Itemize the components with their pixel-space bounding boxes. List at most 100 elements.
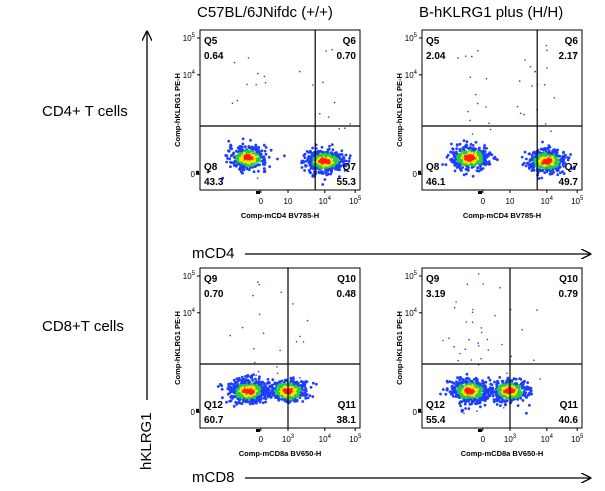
- event-dot: [488, 393, 492, 397]
- event-dot: [514, 391, 517, 395]
- event-dot: [238, 395, 242, 399]
- quadrant-name: Q8: [204, 162, 218, 173]
- event-dot: [469, 149, 472, 152]
- plot-cd4-humanized: Q5 2.04 Q6 2.17 Q8 46.1 Q7 49.7 0 10 104 105 0 104 105…: [395, 29, 584, 220]
- event-dot: [478, 386, 482, 390]
- event-dot: [460, 393, 464, 397]
- x-axis-label: Comp-mCD4 BV785-H: [463, 211, 541, 220]
- event-dot: [564, 153, 567, 157]
- event-dot: [238, 392, 242, 396]
- event-dot: [541, 152, 545, 156]
- event-dot: [325, 166, 329, 170]
- event-dot: [479, 155, 482, 159]
- event-dot: [262, 163, 265, 166]
- event-dot: [553, 97, 556, 99]
- event-dot: [454, 158, 457, 161]
- event-dot: [249, 382, 253, 386]
- event-dot: [230, 387, 234, 391]
- event-dot: [253, 160, 256, 163]
- event-dot: [318, 160, 322, 163]
- event-dot: [240, 375, 244, 379]
- event-dot: [476, 158, 480, 161]
- event-dot: [496, 158, 499, 162]
- event-dot: [482, 385, 486, 388]
- event-dot: [490, 391, 494, 395]
- event-dot: [258, 313, 261, 316]
- event-dot: [455, 150, 458, 154]
- event-dot: [477, 273, 480, 275]
- event-dot: [475, 379, 479, 383]
- event-dot: [512, 389, 515, 393]
- event-dot: [468, 395, 472, 399]
- event-dot: [445, 387, 449, 390]
- event-dot: [311, 84, 314, 86]
- event-dot: [248, 156, 252, 160]
- x-axis-word-bottom: mCD8: [192, 469, 235, 486]
- event-dot: [459, 400, 463, 404]
- event-dot: [227, 382, 230, 386]
- event-dot: [471, 385, 475, 389]
- event-dot: [444, 392, 448, 396]
- event-dot: [231, 389, 235, 393]
- x-tick-exponent: 3: [513, 434, 517, 440]
- event-dot: [248, 396, 252, 400]
- event-dot: [464, 150, 468, 154]
- event-dot: [464, 157, 467, 161]
- event-dot: [462, 173, 466, 177]
- y-tick-exponent: 4: [414, 308, 418, 314]
- event-dot: [505, 380, 508, 384]
- event-dot: [250, 376, 254, 380]
- event-dot: [254, 380, 258, 384]
- y-axis-label: Comp-hKLRG1 PE-H: [173, 311, 182, 385]
- event-dot: [292, 376, 295, 380]
- event-dot: [216, 385, 220, 388]
- y-tick-exponent: 5: [192, 271, 196, 277]
- event-dot: [246, 400, 250, 404]
- event-dot: [467, 377, 471, 381]
- event-dot: [461, 381, 464, 385]
- event-dot: [482, 146, 486, 150]
- event-dot: [450, 392, 453, 396]
- event-dot: [469, 391, 473, 394]
- x-tick-label: 104: [541, 434, 554, 444]
- event-dot: [235, 385, 239, 388]
- event-dot: [258, 283, 260, 286]
- event-dot: [257, 377, 261, 381]
- event-dot: [489, 128, 492, 131]
- quadrant-name: Q11: [338, 400, 357, 411]
- event-dot: [524, 395, 528, 399]
- event-dot: [263, 75, 266, 78]
- event-dot: [449, 158, 452, 162]
- event-dot: [337, 163, 341, 166]
- event-dot: [308, 394, 312, 397]
- event-dot: [338, 168, 341, 172]
- event-dot: [236, 157, 239, 161]
- event-dot: [299, 377, 301, 379]
- event-dot: [331, 153, 334, 156]
- event-dot: [280, 398, 284, 401]
- event-dot: [258, 375, 261, 379]
- event-dot: [461, 146, 465, 150]
- event-dot: [524, 164, 528, 168]
- event-dot: [255, 386, 259, 390]
- event-dot: [241, 142, 245, 146]
- event-dot: [517, 390, 521, 394]
- quadrant-name: Q5: [426, 36, 440, 47]
- event-dot: [561, 155, 565, 158]
- event-dot: [241, 137, 245, 141]
- event-dot: [491, 394, 495, 398]
- event-dot: [499, 404, 502, 407]
- event-dot: [493, 155, 497, 159]
- event-dot: [456, 376, 459, 379]
- y-axis-word: hKLRG1: [138, 412, 155, 470]
- event-dot: [559, 158, 562, 162]
- plot-cd8-wildtype: Q9 0.70 Q10 0.48 Q12 60.7 Q11 38.1 0 103 104 105 0 10…: [173, 267, 362, 458]
- event-dot: [540, 176, 544, 180]
- event-dot: [309, 385, 313, 389]
- quadrant-value: 2.17: [559, 51, 579, 62]
- event-dot: [309, 157, 313, 160]
- event-dot: [467, 407, 471, 411]
- event-dot: [239, 384, 243, 387]
- x-tick-label: 105: [571, 196, 584, 206]
- event-dot: [276, 372, 279, 375]
